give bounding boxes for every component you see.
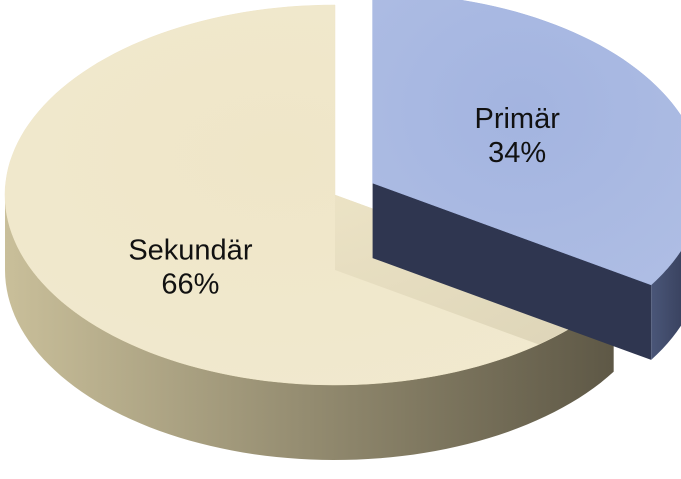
slice-cut-face [372, 183, 652, 360]
slice-label: Primär [474, 103, 560, 135]
slice-value-label: 34% [488, 137, 546, 169]
slice-side [5, 195, 614, 460]
slice-value-label: 66% [161, 268, 219, 300]
slice [372, 0, 681, 286]
slice-label: Sekundär [128, 234, 252, 266]
